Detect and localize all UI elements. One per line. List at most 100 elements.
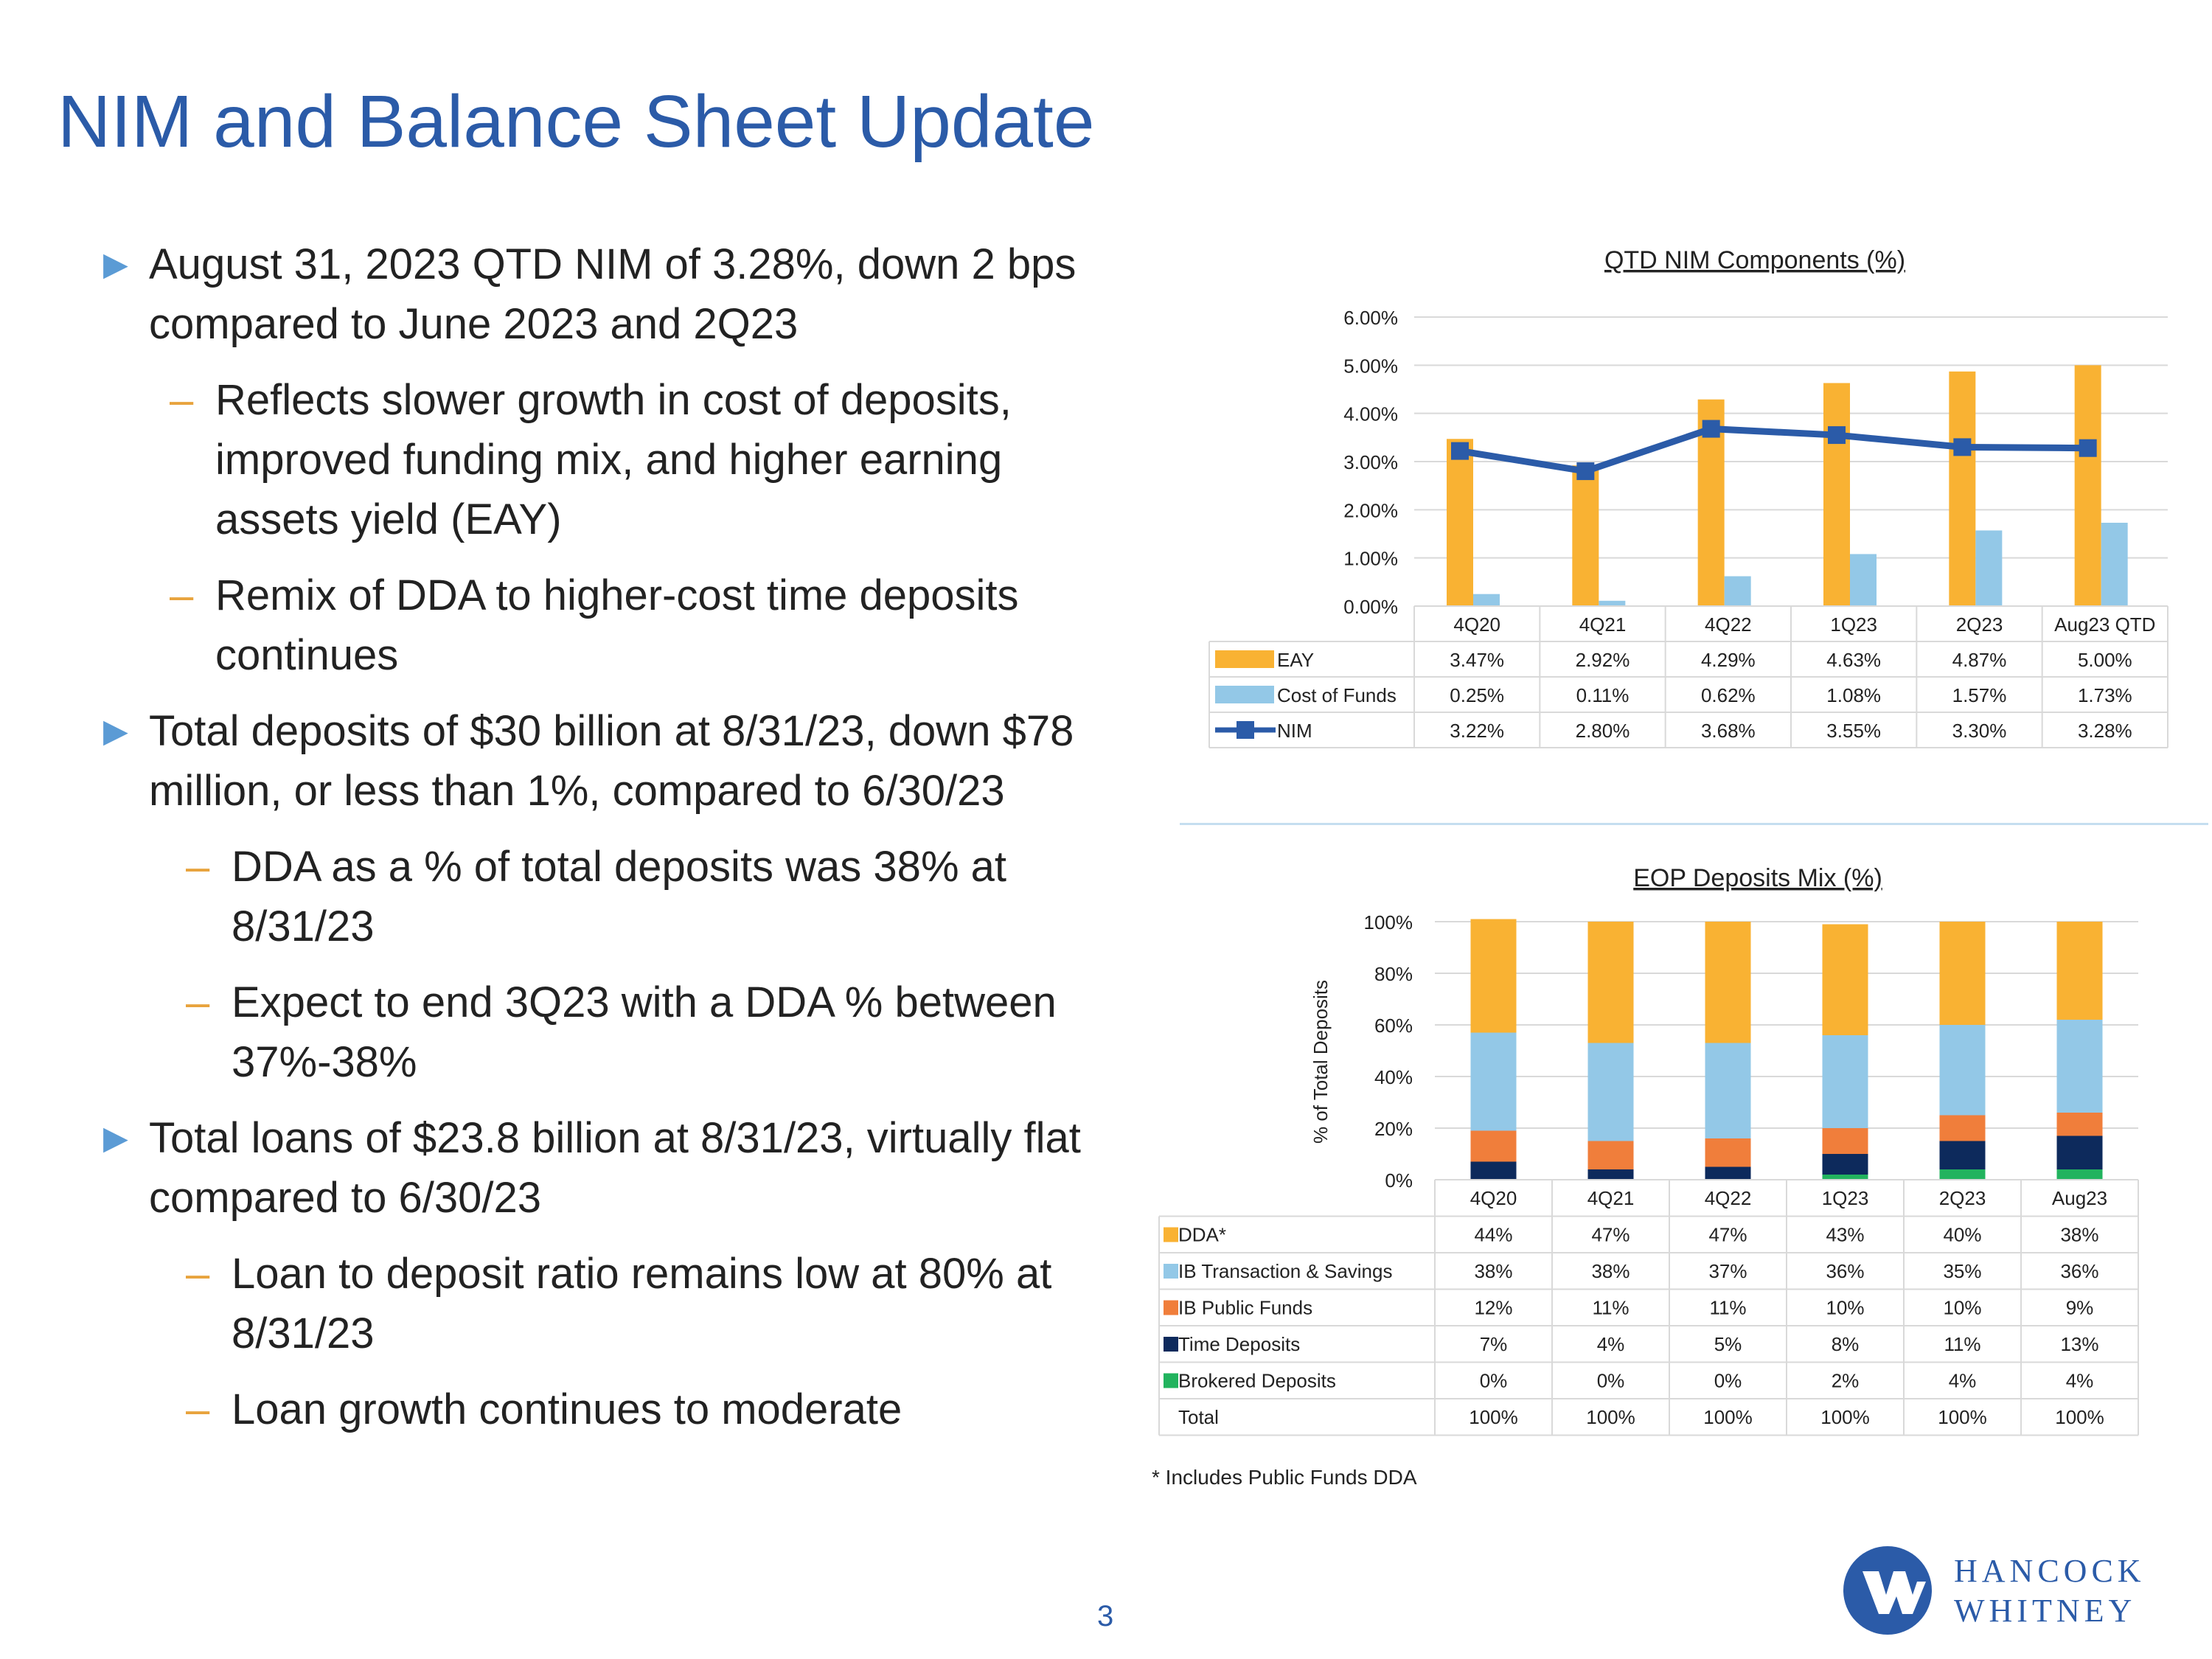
cost-of-funds-bar [2101, 522, 2128, 606]
cost-of-funds-bar [1850, 554, 1877, 606]
bullet-text: Loan to deposit ratio remains low at 80%… [232, 1250, 1052, 1357]
data-label: 3.47% [1450, 649, 1504, 671]
dash-icon: – [186, 978, 210, 1026]
data-label: 10% [1826, 1297, 1864, 1319]
sub-bullet-item: – Loan to deposit ratio remains low at 80… [103, 1244, 1135, 1363]
y-tick-label: 0.00% [1343, 596, 1398, 618]
data-label: 0.62% [1701, 684, 1756, 706]
data-label: 4% [1597, 1333, 1625, 1355]
data-label: 1.08% [1826, 684, 1881, 706]
data-label: 5.00% [2078, 649, 2132, 671]
nim-point [1953, 438, 1972, 456]
data-label: 1.57% [1952, 684, 2007, 706]
legend-label: Time Deposits [1178, 1333, 1300, 1355]
data-label: 40% [1943, 1224, 1981, 1246]
logo-glyph [1863, 1571, 1926, 1614]
legend-label: IB Transaction & Savings [1178, 1260, 1392, 1282]
data-label: 38% [1474, 1260, 1512, 1282]
bullet-text: Loan growth continues to moderate [232, 1385, 902, 1433]
data-label: 4.87% [1952, 649, 2007, 671]
legend-marker-nim [1237, 721, 1254, 739]
sub-bullet-item: – Expect to end 3Q23 with a DDA % between… [103, 973, 1135, 1092]
y-axis-label: % of Total Deposits [1310, 980, 1332, 1144]
legend-swatch [1164, 1264, 1178, 1279]
bullet-text: Reflects slower growth in cost of deposi… [215, 376, 1012, 543]
x-tick-label: 1Q23 [1830, 613, 1877, 636]
bullet-text: Total loans of $23.8 billion at 8/31/23,… [149, 1114, 1081, 1222]
x-tick-label: Aug23 QTD [2054, 613, 2155, 636]
data-label: 35% [1943, 1260, 1981, 1282]
stacked-segment-2 [1822, 1035, 1868, 1128]
x-tick-label: 4Q20 [1470, 1187, 1517, 1209]
stacked-segment-3 [2056, 1113, 2103, 1136]
y-tick-label: 40% [1374, 1066, 1413, 1088]
legend-swatch [1164, 1337, 1178, 1352]
data-label: 3.22% [1450, 720, 1504, 742]
stacked-segment-4 [2056, 1135, 2103, 1169]
stacked-segment-5 [1939, 1169, 1986, 1180]
data-label: 4.63% [1826, 649, 1881, 671]
logo-text-line2: WHITNEY [1954, 1593, 2136, 1629]
stacked-segment-1 [1705, 922, 1751, 1043]
x-tick-label: 4Q21 [1587, 1187, 1635, 1209]
data-label: 11% [1944, 1333, 1980, 1355]
data-label: 38% [1591, 1260, 1630, 1282]
bullet-arrow-icon: ▶ [103, 246, 128, 282]
legend-swatch [1164, 1227, 1178, 1242]
bullet-text: DDA as a % of total deposits was 38% at … [232, 843, 1006, 950]
stacked-segment-2 [1470, 1032, 1517, 1131]
stacked-segment-2 [1939, 1025, 1986, 1116]
nim-point [1451, 442, 1469, 460]
stacked-segment-4 [1587, 1169, 1634, 1180]
sub-bullet-item: – Reflects slower growth in cost of depos… [103, 370, 1135, 549]
data-label: 44% [1474, 1224, 1512, 1246]
total-value: 100% [2055, 1406, 2104, 1428]
legend-swatch [1164, 1373, 1178, 1388]
x-tick-label: 2Q23 [1956, 613, 2003, 636]
cost-of-funds-bar [1599, 600, 1626, 606]
nim-line [1459, 425, 2088, 475]
data-label: 2% [1832, 1370, 1860, 1392]
data-label: 0% [1480, 1370, 1508, 1392]
data-label: 4% [1949, 1370, 1977, 1392]
total-value: 100% [1703, 1406, 1753, 1428]
bullet-item: ▶ Total loans of $23.8 billion at 8/31/23… [103, 1108, 1135, 1228]
stacked-segment-1 [1587, 922, 1634, 1043]
data-label: 7% [1480, 1333, 1508, 1355]
stacked-segment-3 [1822, 1128, 1868, 1154]
data-label: 8% [1832, 1333, 1860, 1355]
data-label: 3.55% [1826, 720, 1881, 742]
data-label: 47% [1708, 1224, 1747, 1246]
data-label: 5% [1714, 1333, 1742, 1355]
stacked-segment-3 [1705, 1138, 1751, 1167]
logo-text-line1: HANCOCK [1954, 1553, 2146, 1589]
data-label: 0.25% [1450, 684, 1504, 706]
legend-label: EAY [1277, 649, 1314, 671]
stacked-segment-3 [1587, 1141, 1634, 1169]
x-tick-label: 4Q22 [1705, 613, 1752, 636]
data-label: 0% [1597, 1370, 1625, 1392]
y-tick-label: 0% [1385, 1169, 1413, 1192]
stacked-segment-1 [2056, 922, 2103, 1020]
data-label: 9% [2066, 1297, 2094, 1319]
total-value: 100% [1586, 1406, 1635, 1428]
bullet-arrow-icon: ▶ [103, 1120, 128, 1156]
bullet-list: ▶ August 31, 2023 QTD NIM of 3.28%, down … [103, 234, 1135, 1455]
bullet-item: ▶ August 31, 2023 QTD NIM of 3.28%, down … [103, 234, 1135, 354]
stacked-segment-2 [1587, 1043, 1634, 1141]
x-tick-label: 4Q20 [1453, 613, 1500, 636]
x-tick-label: 4Q22 [1705, 1187, 1752, 1209]
data-label: 4.29% [1701, 649, 1756, 671]
page-title: NIM and Balance Sheet Update [58, 80, 1095, 163]
data-label: 3.68% [1701, 720, 1756, 742]
eay-bar [2074, 365, 2101, 606]
legend-label: Brokered Deposits [1178, 1370, 1336, 1392]
stacked-segment-4 [1822, 1154, 1868, 1175]
y-tick-label: 5.00% [1343, 355, 1398, 377]
total-value: 100% [1469, 1406, 1518, 1428]
stacked-segment-2 [2056, 1020, 2103, 1113]
y-tick-label: 100% [1364, 911, 1413, 933]
data-label: 3.28% [2078, 720, 2132, 742]
y-tick-label: 4.00% [1343, 403, 1398, 425]
eay-bar [1949, 371, 1976, 606]
